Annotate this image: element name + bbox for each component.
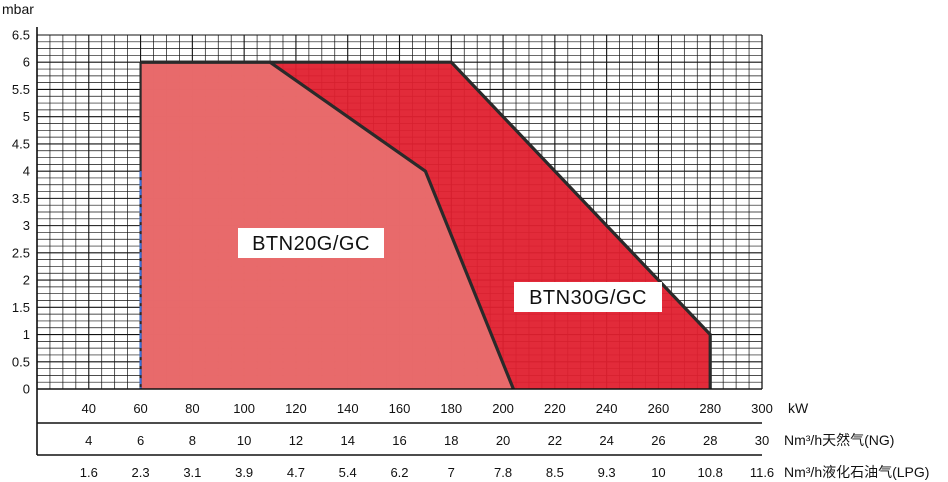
kw-tick-label: 60	[133, 401, 147, 416]
ng-tick-label: 8	[189, 433, 196, 448]
ng-tick-label: 20	[496, 433, 510, 448]
kw-tick-label: 220	[544, 401, 566, 416]
y-tick-label: 5	[23, 109, 30, 124]
y-tick-label: 0	[23, 382, 30, 397]
lpg-tick-label: 4.7	[287, 465, 305, 480]
ng-tick-label: 4	[85, 433, 92, 448]
kw-tick-label: 40	[82, 401, 96, 416]
lpg-tick-label: 6.2	[390, 465, 408, 480]
series-label-btn20: BTN20G/GC	[238, 228, 384, 258]
y-tick-label: 6.5	[12, 28, 30, 43]
lpg-axis-label: Nm³/h液化石油气(LPG)	[784, 464, 929, 480]
y-tick-label: 4.5	[12, 136, 30, 151]
series-label-btn30: BTN30G/GC	[514, 282, 662, 312]
y-tick-label: 5.5	[12, 82, 30, 97]
x-axis-unit-kw: kW	[788, 400, 809, 416]
y-tick-label: 1.5	[12, 300, 30, 315]
kw-tick-labels: 40 60 80 100 120 140 160 180 200 220 240 260 280 300	[82, 401, 773, 416]
lpg-tick-label: 1.6	[80, 465, 98, 480]
lpg-tick-label: 2.3	[132, 465, 150, 480]
lpg-tick-label: 9.3	[598, 465, 616, 480]
outline-btn20g-gc	[140, 60, 515, 390]
ng-tick-label: 30	[755, 433, 769, 448]
lpg-tick-label: 7	[448, 465, 455, 480]
kw-tick-label: 100	[233, 401, 255, 416]
lpg-tick-label: 3.1	[183, 465, 201, 480]
ng-tick-label: 24	[599, 433, 613, 448]
y-tick-label: 0.5	[12, 354, 30, 369]
ng-tick-label: 28	[703, 433, 717, 448]
kw-tick-label: 120	[285, 401, 307, 416]
ng-tick-label: 10	[237, 433, 251, 448]
y-tick-label: 1	[23, 327, 30, 342]
ng-tick-label: 12	[289, 433, 303, 448]
ng-tick-label: 26	[651, 433, 665, 448]
area-btn20g-gc	[140, 62, 514, 389]
ng-axis-label: Nm³/h天然气(NG)	[784, 432, 894, 448]
ng-tick-label: 6	[137, 433, 144, 448]
y-tick-label: 2.5	[12, 245, 30, 260]
y-tick-label: 6	[23, 55, 30, 70]
y-tick-label: 3.5	[12, 191, 30, 206]
ng-tick-label: 14	[340, 433, 354, 448]
axes	[36, 27, 763, 456]
y-tick-label: 4	[23, 164, 30, 179]
kw-tick-label: 260	[648, 401, 670, 416]
y-axis-unit: mbar	[2, 1, 34, 17]
ng-tick-labels: 4 6 8 10 12 14 16 18 20 22 24 26 28 30	[85, 433, 769, 448]
kw-tick-label: 140	[337, 401, 359, 416]
kw-tick-label: 200	[492, 401, 514, 416]
y-tick-label: 3	[23, 218, 30, 233]
y-tick-label: 2	[23, 273, 30, 288]
y-tick-labels: 0 0.5 1 1.5 2 2.5 3 3.5 4 4.5 5 5.5 6 6.5	[12, 28, 30, 397]
ng-tick-label: 16	[392, 433, 406, 448]
lpg-tick-label: 3.9	[235, 465, 253, 480]
ng-tick-label: 18	[444, 433, 458, 448]
kw-tick-label: 80	[185, 401, 199, 416]
lpg-tick-label: 10.8	[698, 465, 723, 480]
series-label-btn30-text: BTN30G/GC	[529, 287, 647, 309]
kw-tick-label: 280	[699, 401, 721, 416]
lpg-tick-label: 10	[651, 465, 665, 480]
lpg-tick-label: 8.5	[546, 465, 564, 480]
lpg-tick-label: 7.8	[494, 465, 512, 480]
kw-tick-label: 160	[389, 401, 411, 416]
lpg-tick-labels: 1.6 2.3 3.1 3.9 4.7 5.4 6.2 7 7.8 8.5 9.3 10 10.8 11.…	[80, 465, 774, 480]
kw-tick-label: 180	[440, 401, 462, 416]
lpg-tick-label: 11.6	[750, 465, 774, 480]
outline-btn30g-gc	[140, 60, 712, 389]
lpg-tick-label: 5.4	[339, 465, 357, 480]
kw-tick-label: 300	[751, 401, 773, 416]
series-label-btn20-text: BTN20G/GC	[252, 233, 370, 255]
kw-tick-label: 240	[596, 401, 618, 416]
ng-tick-label: 22	[548, 433, 562, 448]
